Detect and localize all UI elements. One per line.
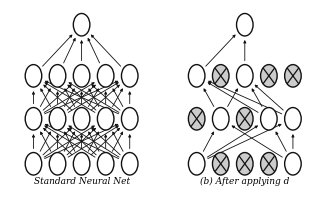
Circle shape (236, 13, 253, 36)
Circle shape (260, 65, 277, 87)
Circle shape (122, 65, 138, 87)
Circle shape (188, 108, 205, 130)
Circle shape (73, 108, 90, 130)
Text: Standard Neural Net: Standard Neural Net (34, 177, 130, 186)
Circle shape (73, 65, 90, 87)
Circle shape (260, 153, 277, 175)
Circle shape (122, 108, 138, 130)
Circle shape (236, 108, 253, 130)
Circle shape (25, 153, 42, 175)
Circle shape (25, 108, 42, 130)
Circle shape (285, 65, 301, 87)
Circle shape (188, 65, 205, 87)
Circle shape (236, 153, 253, 175)
Circle shape (73, 13, 90, 36)
Circle shape (97, 108, 114, 130)
Text: (b) After applying d: (b) After applying d (200, 177, 290, 186)
Circle shape (73, 153, 90, 175)
Circle shape (97, 65, 114, 87)
Circle shape (188, 153, 205, 175)
Circle shape (212, 65, 229, 87)
Circle shape (212, 153, 229, 175)
Circle shape (122, 153, 138, 175)
Circle shape (285, 108, 301, 130)
Circle shape (260, 108, 277, 130)
Circle shape (285, 153, 301, 175)
Circle shape (25, 65, 42, 87)
Circle shape (236, 65, 253, 87)
Circle shape (97, 153, 114, 175)
Circle shape (212, 108, 229, 130)
Circle shape (49, 65, 66, 87)
Circle shape (49, 108, 66, 130)
Circle shape (49, 153, 66, 175)
